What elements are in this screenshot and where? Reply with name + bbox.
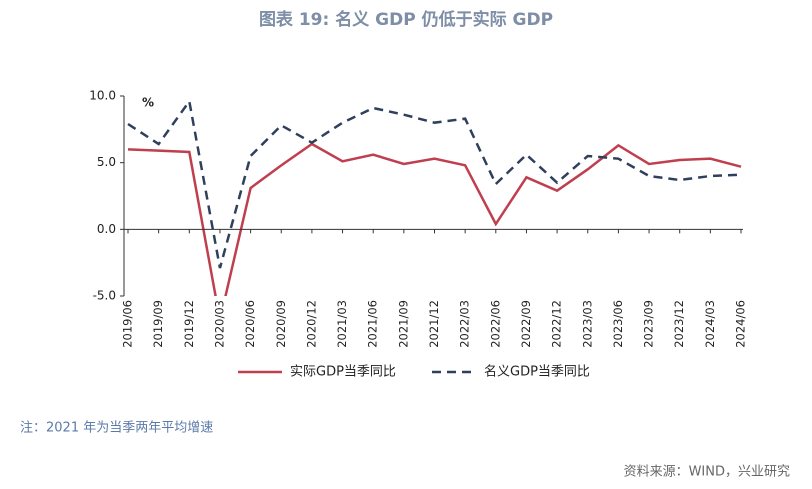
x-tick-label: 2020/03 xyxy=(212,300,226,348)
note: 注：2021 年为当季两年平均增速 xyxy=(20,421,213,436)
x-tick-label: 2020/09 xyxy=(274,300,288,348)
x-tick-label: 2022/03 xyxy=(458,300,472,348)
x-tick-label: 2023/12 xyxy=(672,300,686,348)
legend-label: 名义GDP当季同比 xyxy=(484,364,590,380)
y-tick-label: 10.0 xyxy=(89,89,116,103)
x-tick-label: 2024/03 xyxy=(703,300,717,348)
x-tick-label: 2019/12 xyxy=(182,300,196,348)
x-tick-label: 2021/06 xyxy=(366,300,380,348)
y-tick-label: -5.0 xyxy=(93,289,116,303)
source: 资料来源：WIND，兴业研究 xyxy=(624,465,790,480)
x-tick-label: 2019/09 xyxy=(151,300,165,348)
x-tick-label: 2022/06 xyxy=(488,300,502,348)
x-tick-label: 2021/12 xyxy=(427,300,441,348)
y-tick-label: 5.0 xyxy=(97,155,116,169)
x-tick-label: 2022/12 xyxy=(550,300,564,348)
plot-area xyxy=(127,98,742,296)
x-tick-label: 2021/09 xyxy=(396,300,410,348)
x-tick-label: 2019/06 xyxy=(121,300,135,348)
series-line xyxy=(127,98,742,269)
x-tick-label: 2021/03 xyxy=(335,300,349,348)
x-tick-label: 2020/12 xyxy=(304,300,318,348)
x-tick-label: 2023/09 xyxy=(642,300,656,348)
x-tick-label: 2022/09 xyxy=(519,300,533,348)
unit-label: % xyxy=(142,96,154,110)
chart-title: 图表 19: 名义 GDP 仍低于实际 GDP xyxy=(259,9,553,30)
x-tick-label: 2024/06 xyxy=(734,300,748,348)
x-tick-label: 2023/03 xyxy=(580,300,594,348)
x-tick-label: 2023/06 xyxy=(611,300,625,348)
series-line xyxy=(127,142,742,296)
y-tick-label: 0.0 xyxy=(97,222,116,236)
x-tick-label: 2020/06 xyxy=(243,300,257,348)
legend-label: 实际GDP当季同比 xyxy=(290,365,396,380)
